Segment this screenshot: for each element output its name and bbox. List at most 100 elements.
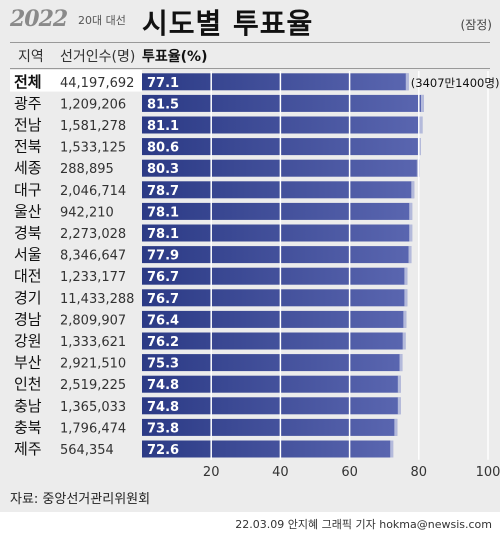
- bar: [142, 310, 407, 328]
- region-label: 인천: [14, 375, 42, 393]
- bar-value-label: 76.4: [147, 313, 179, 328]
- bar-end-highlight: [394, 418, 398, 436]
- voter-count: 2,273,028: [60, 227, 126, 242]
- region-label: 충남: [14, 397, 42, 415]
- bar-value-label: 77.1: [147, 76, 179, 91]
- bar-end-highlight: [419, 116, 423, 134]
- bar: [142, 332, 406, 350]
- x-tick-label: 100: [476, 465, 500, 480]
- bar: [142, 418, 398, 436]
- bar: [142, 202, 413, 220]
- region-label: 대구: [14, 181, 42, 199]
- bar-value-label: 78.1: [147, 205, 179, 220]
- header-rule-top: [10, 42, 490, 43]
- bar-end-highlight: [397, 375, 401, 393]
- region-label: 강원: [14, 332, 42, 350]
- total-voters-annotation: (3407만1400명): [411, 76, 500, 90]
- bar: [142, 224, 413, 242]
- x-tick-label: 40: [272, 465, 289, 480]
- bar: [142, 267, 408, 285]
- bar-end-highlight: [409, 224, 413, 242]
- voter-count: 1,209,206: [60, 97, 126, 112]
- region-label: 경기: [14, 289, 42, 307]
- voter-count: 288,895: [60, 162, 114, 177]
- region-label: 전남: [14, 116, 42, 134]
- bar-value-label: 81.1: [147, 119, 179, 134]
- region-label: 부산: [14, 354, 42, 372]
- bar: [142, 181, 415, 199]
- bar-end-highlight: [411, 181, 415, 199]
- region-label: 제주: [14, 440, 42, 458]
- bar: [142, 289, 408, 307]
- bar-value-label: 80.6: [147, 141, 179, 156]
- voter-count: 564,354: [60, 443, 114, 458]
- bar: [142, 246, 412, 264]
- x-tick-label: 60: [341, 465, 358, 480]
- voter-count: 44,197,692: [60, 76, 134, 91]
- bar-end-highlight: [397, 397, 401, 415]
- region-label: 울산: [14, 202, 42, 220]
- bar-value-label: 76.7: [147, 292, 179, 307]
- column-header-voters: 선거인수(명): [60, 49, 136, 65]
- region-label: 경북: [14, 224, 42, 242]
- region-label: 충북: [14, 418, 42, 436]
- voter-count: 1,533,125: [60, 141, 126, 156]
- voter-count: 2,519,225: [60, 378, 126, 393]
- bar-value-label: 75.3: [147, 357, 179, 372]
- bar: [142, 397, 401, 415]
- voter-count: 2,809,907: [60, 313, 126, 328]
- bar: [142, 440, 394, 458]
- voter-count: 8,346,647: [60, 249, 126, 264]
- region-label: 서울: [14, 246, 42, 264]
- bar-value-label: 76.2: [147, 335, 179, 350]
- bar-value-label: 74.8: [147, 400, 179, 415]
- region-label: 전북: [14, 138, 42, 156]
- voter-count: 1,333,621: [60, 335, 126, 350]
- region-label: 광주: [14, 94, 42, 112]
- bar-value-label: 78.7: [147, 184, 179, 199]
- bar: [142, 94, 424, 112]
- credit-line: 22.03.09 안지혜 그래픽 기자 hokma@newsis.com: [235, 518, 492, 531]
- bar-end-highlight: [408, 246, 412, 264]
- region-label: 세종: [14, 159, 42, 177]
- header-rule-bottom: [10, 68, 490, 69]
- x-tick-label: 20: [203, 465, 220, 480]
- x-tick-label: 80: [411, 465, 428, 480]
- logo-subtitle: 20대 대선: [78, 14, 126, 27]
- bar-end-highlight: [420, 94, 424, 112]
- bar-end-highlight: [399, 354, 403, 372]
- bar-value-label: 76.7: [147, 270, 179, 285]
- provisional-note: (잠정): [460, 18, 492, 32]
- bar-end-highlight: [405, 73, 409, 91]
- bar: [142, 375, 401, 393]
- bar-end-highlight: [403, 310, 407, 328]
- voter-count: 1,581,278: [60, 119, 126, 134]
- region-label: 전체: [14, 73, 42, 91]
- bar: [142, 73, 409, 91]
- column-header-region: 지역: [18, 49, 44, 65]
- source-note: 자료: 중앙선거관리위원회: [10, 492, 151, 507]
- bar: [142, 116, 423, 134]
- bar-value-label: 80.3: [147, 162, 179, 177]
- column-header-rate: 투표율(%): [142, 49, 208, 65]
- bar-value-label: 74.8: [147, 378, 179, 393]
- bar-value-label: 78.1: [147, 227, 179, 242]
- bar-end-highlight: [390, 440, 394, 458]
- region-label: 경남: [14, 310, 42, 328]
- voter-count: 1,233,177: [60, 270, 126, 285]
- chart-title: 시도별 투표율: [142, 7, 314, 40]
- election-logo: 2022: [10, 6, 68, 32]
- bar-end-highlight: [404, 267, 408, 285]
- voter-count: 2,921,510: [60, 357, 126, 372]
- voter-count: 942,210: [60, 205, 114, 220]
- voter-count: 11,433,288: [60, 292, 134, 307]
- bar-value-label: 73.8: [147, 421, 179, 436]
- bar-end-highlight: [404, 289, 408, 307]
- voter-count: 2,046,714: [60, 184, 126, 199]
- bar: [142, 354, 403, 372]
- bar-value-label: 77.9: [147, 249, 179, 264]
- region-label: 대전: [14, 267, 42, 285]
- bar-end-highlight: [409, 202, 413, 220]
- bar-value-label: 81.5: [147, 97, 179, 112]
